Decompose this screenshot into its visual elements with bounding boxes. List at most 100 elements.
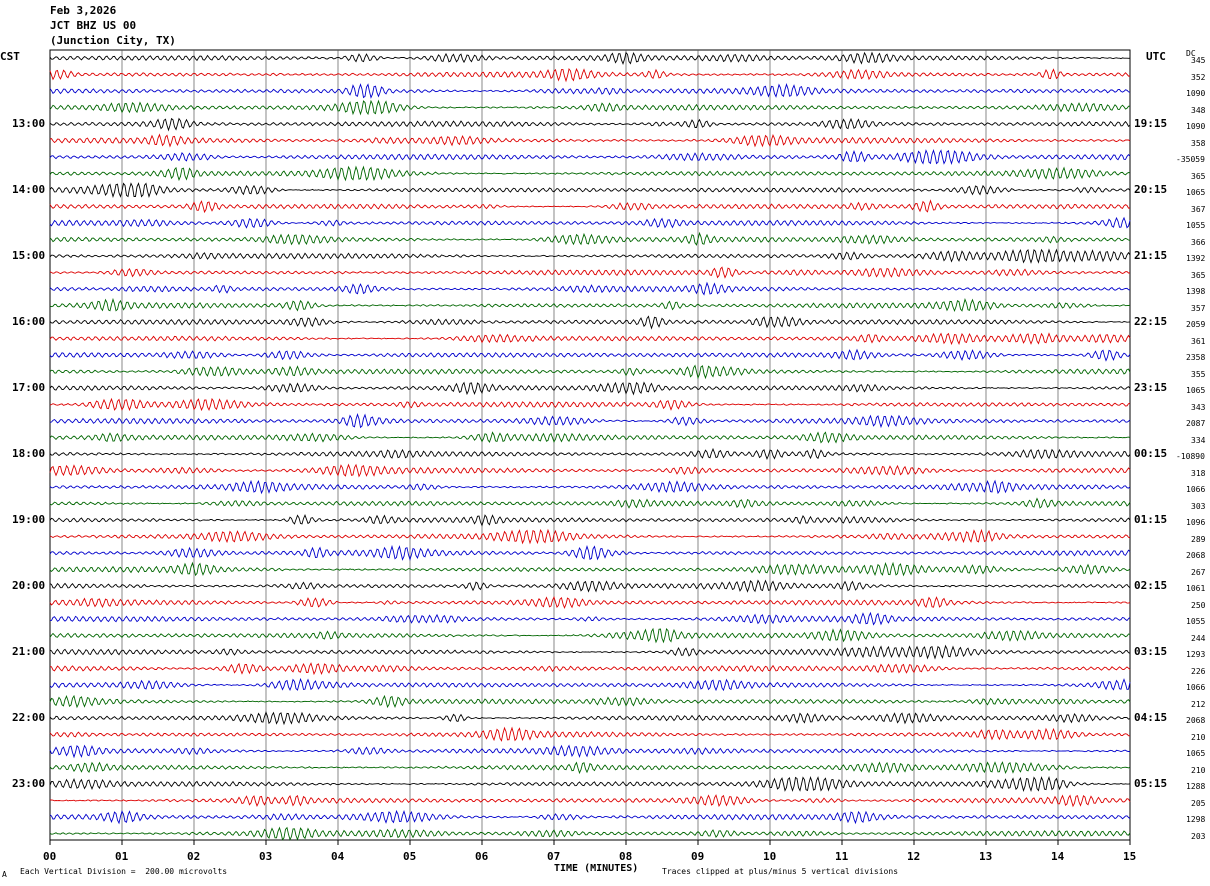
seismic-trace xyxy=(49,99,1131,116)
x-tick-label: 10 xyxy=(763,850,777,863)
seismic-trace xyxy=(49,761,1131,775)
utc-hour-label: 02:15 xyxy=(1134,579,1168,592)
seismic-trace xyxy=(49,266,1130,279)
dc-offset-value: 343 xyxy=(1191,402,1206,412)
seismic-trace xyxy=(49,83,1131,99)
dc-offset-value: 212 xyxy=(1191,699,1206,709)
utc-hour-label: 20:15 xyxy=(1134,183,1168,196)
dc-offset-value: 226 xyxy=(1191,666,1206,676)
dc-offset-value: 303 xyxy=(1191,501,1206,511)
cst-zone-label: CST xyxy=(0,50,20,63)
dc-offset-value: 366 xyxy=(1191,237,1206,247)
dc-offset-value: 358 xyxy=(1191,138,1206,148)
utc-hour-label: 04:15 xyxy=(1134,711,1168,724)
seismic-trace xyxy=(49,794,1131,808)
x-tick-label: 05 xyxy=(403,850,417,863)
seismic-trace xyxy=(49,381,1131,396)
utc-hour-label: 01:15 xyxy=(1134,513,1168,526)
seismic-trace xyxy=(49,117,1131,132)
seismic-trace xyxy=(49,826,1131,841)
seismic-trace xyxy=(49,248,1131,264)
vertical-division-note: Each Vertical Division = 200.00 microvol… xyxy=(20,867,228,876)
dc-offset-value: 367 xyxy=(1191,204,1206,214)
dc-offset-value: 1392 xyxy=(1186,254,1206,263)
dc-offset-value: 267 xyxy=(1191,567,1206,577)
dc-offset-value: 1398 xyxy=(1186,287,1206,296)
cst-hour-label: 17:00 xyxy=(12,381,46,394)
clip-note: Traces clipped at plus/minus 5 vertical … xyxy=(662,867,899,876)
seismic-trace xyxy=(49,281,1131,296)
cst-hour-label: 19:00 xyxy=(12,513,46,526)
dc-label: DC xyxy=(1186,49,1196,58)
dc-offset-value: 365 xyxy=(1191,270,1206,280)
dc-offset-value: 357 xyxy=(1191,303,1206,313)
seismic-trace xyxy=(49,561,1131,577)
seismic-trace xyxy=(49,694,1131,709)
dc-offset-value: 1065 xyxy=(1186,188,1206,197)
dc-offset-value: 2068 xyxy=(1186,716,1206,725)
seismic-trace xyxy=(49,611,1131,626)
seismic-trace xyxy=(49,776,1131,792)
seismic-trace xyxy=(49,463,1131,478)
dc-offset-value: 345 xyxy=(1191,56,1206,65)
plot-frame xyxy=(49,49,1131,841)
seismic-trace xyxy=(49,133,1131,148)
dc-offset-value: 2358 xyxy=(1186,353,1206,362)
dc-offset-value: 203 xyxy=(1191,831,1206,841)
dc-offset-value: 210 xyxy=(1191,732,1206,742)
dc-offset-value: 1090 xyxy=(1186,122,1206,131)
utc-hour-label: 00:15 xyxy=(1134,447,1168,460)
cst-hour-label: 23:00 xyxy=(12,777,46,790)
x-tick-label: 01 xyxy=(115,850,129,863)
seismic-trace xyxy=(49,332,1131,346)
x-tick-label: 14 xyxy=(1051,850,1065,863)
cst-hour-label: 14:00 xyxy=(12,183,46,196)
dc-offset-value: 2068 xyxy=(1186,551,1206,560)
plot-date: Feb 3,2026 xyxy=(50,4,117,17)
seismic-trace xyxy=(49,149,1131,166)
utc-hour-label: 22:15 xyxy=(1134,315,1168,328)
cst-hour-label: 18:00 xyxy=(12,447,46,460)
dc-offset-value: 1288 xyxy=(1186,782,1206,791)
x-tick-label: 00 xyxy=(43,850,57,863)
seismic-trace xyxy=(49,677,1131,692)
corner-mark: A xyxy=(2,870,7,879)
seismic-trace xyxy=(49,544,1131,562)
seismic-trace xyxy=(49,413,1131,429)
station-code: JCT BHZ US 00 xyxy=(50,19,137,32)
cst-hour-label: 16:00 xyxy=(12,315,46,328)
cst-hour-label: 21:00 xyxy=(12,645,46,658)
seismic-trace xyxy=(49,182,1131,199)
seismic-trace xyxy=(49,579,1131,593)
seismic-trace xyxy=(49,397,1131,412)
seismic-trace xyxy=(49,67,1131,83)
dc-offset-value: 2059 xyxy=(1186,320,1206,329)
seismic-trace xyxy=(49,497,1131,509)
dc-offset-value: 210 xyxy=(1191,765,1206,775)
x-tick-label: 12 xyxy=(907,850,921,863)
utc-hour-label: 21:15 xyxy=(1134,249,1168,262)
cst-hour-label: 13:00 xyxy=(12,117,46,130)
seismic-trace xyxy=(49,513,1131,527)
seismic-trace xyxy=(49,315,1131,330)
seismic-trace xyxy=(49,216,1131,229)
x-tick-label: 09 xyxy=(691,850,705,863)
seismic-trace xyxy=(49,447,1131,461)
seismic-trace xyxy=(49,744,1131,759)
x-tick-label: 07 xyxy=(547,850,561,863)
dc-offset-value: 1055 xyxy=(1186,221,1206,230)
dc-offset-value: 1065 xyxy=(1186,749,1206,758)
x-tick-label: 15 xyxy=(1123,850,1137,863)
seismic-trace xyxy=(49,364,1131,380)
seismic-trace xyxy=(49,627,1131,644)
utc-hour-label: 05:15 xyxy=(1134,777,1168,790)
seismic-trace xyxy=(49,479,1131,495)
dc-offset-value: 1298 xyxy=(1186,815,1206,824)
x-tick-label: 03 xyxy=(259,850,273,863)
dc-offset-value: 334 xyxy=(1191,435,1206,445)
x-axis-title: TIME (MINUTES) xyxy=(554,863,639,874)
dc-offset-value: -35059 xyxy=(1176,155,1205,164)
dc-offset-value: 244 xyxy=(1191,633,1206,643)
utc-hour-label: 03:15 xyxy=(1134,645,1168,658)
